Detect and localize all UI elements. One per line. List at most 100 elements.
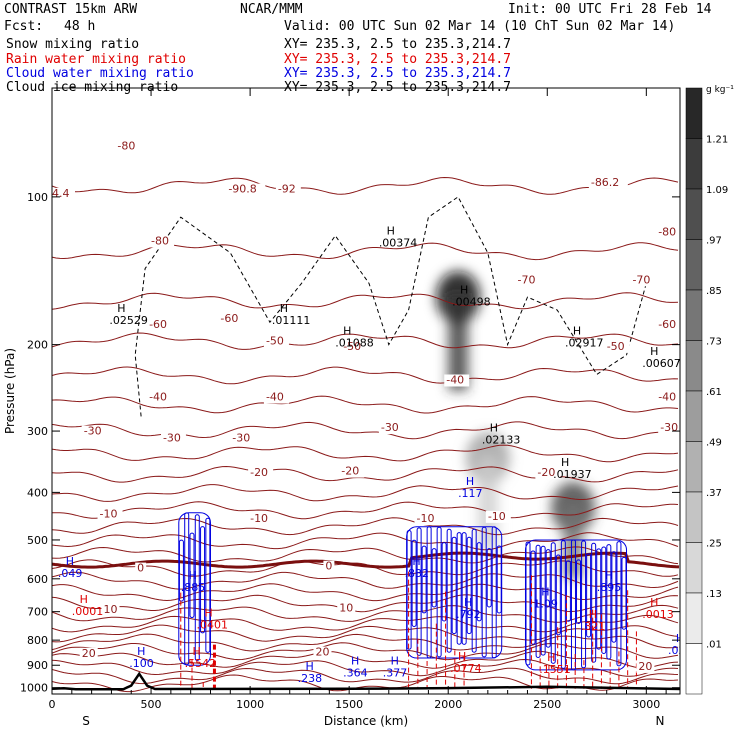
- temp-label-35: 20: [82, 647, 96, 660]
- colorbar-label-10: .01: [706, 640, 722, 651]
- temp-label-25: -20: [250, 466, 268, 479]
- isotherm-line-18: [52, 604, 679, 623]
- temp-label-bg-15: [147, 391, 173, 404]
- extremum-marker-2: H: [343, 325, 351, 338]
- x-end-label-south: S: [82, 714, 90, 728]
- isotherm-line-21: [52, 633, 679, 652]
- isotherm-line-16: [52, 583, 679, 602]
- isotherm-line-15: [52, 571, 679, 590]
- extremum-marker-21: H: [80, 593, 88, 606]
- temp-label-26: -20: [537, 466, 555, 479]
- isotherm-line-1: [52, 242, 679, 261]
- extremum-value-8: .01937: [553, 468, 592, 481]
- colorbar-label-1: 1.09: [706, 185, 728, 196]
- x-axis-label: Distance (km): [324, 714, 408, 728]
- x-end-label-north: N: [656, 714, 665, 728]
- extremum-value-16: .100: [129, 657, 154, 670]
- plot-frame: [51, 87, 681, 695]
- cloud-water-cell-2-1: [530, 550, 536, 645]
- extremum-value-3: .00374: [379, 236, 418, 249]
- y-tick-label-7: 800: [27, 634, 48, 647]
- cloud-water-cell-1-10: [456, 532, 462, 645]
- extremum-value-24: .0401: [197, 618, 229, 631]
- temp-label-bg-36: [313, 646, 332, 659]
- colorbar-segment-6: [685, 390, 703, 442]
- colorbar-unit: g kg⁻¹: [706, 85, 734, 95]
- cloud-water-outline-2: [524, 539, 628, 671]
- cloud-water-cell-0-4: [200, 526, 206, 634]
- extremum-value-15: .792: [456, 608, 481, 621]
- temp-label-bg-2: [226, 183, 266, 196]
- temp-label-bg-13: [341, 340, 367, 353]
- cloud-water-cell-1-11: [461, 532, 467, 645]
- colorbar-segment-8: [685, 491, 703, 543]
- temp-label-bg-12: [263, 335, 289, 348]
- extremum-value-9: .117: [458, 487, 483, 500]
- cloud-water-cell-2-17: [611, 551, 617, 643]
- cloud-water-cell-0-3: [194, 514, 200, 661]
- temp-label-bg-37: [636, 660, 655, 673]
- temp-label-7: -70: [518, 273, 536, 286]
- temp-label-bg-24: [339, 465, 365, 478]
- rain-column-0: [180, 592, 216, 689]
- extremum-value-20: .024: [668, 644, 693, 657]
- forecast-label: Fcst:: [4, 19, 44, 34]
- extremum-marker-6: H: [650, 345, 658, 358]
- temp-label-bg-35: [79, 647, 98, 660]
- extremum-marker-24: H: [204, 606, 212, 619]
- cloud-water-column-0: [178, 512, 211, 666]
- temp-label-bg-17: [444, 374, 470, 387]
- temp-label-1: -80: [658, 226, 676, 239]
- temp-label-bg-14: [604, 340, 630, 353]
- cloud-water-cell-2-7: [560, 540, 566, 669]
- extremum-marker-0: H: [117, 302, 125, 315]
- cloud-water-cell-1-18: [496, 545, 502, 614]
- y-tick-label-1: 200: [27, 339, 48, 352]
- extremum-marker-4: H: [460, 284, 468, 297]
- cloud-water-cell-1-8: [446, 528, 452, 653]
- snow-tail-0: [448, 297, 469, 391]
- extremum-marker-25: H: [589, 608, 597, 621]
- cloud-water-cell-2-19: [621, 556, 627, 630]
- temp-label-2: -90.8: [228, 183, 256, 196]
- legend-rain-xy: XY= 235.3, 2.5 to 235.3,214.7: [284, 52, 511, 67]
- temp-label-13: -50: [343, 340, 361, 353]
- legend-cloud-water: Cloud water mixing ratio: [6, 66, 194, 81]
- extremum-value-10: .049: [58, 567, 83, 580]
- temp-label-23: -30: [660, 421, 678, 434]
- y-tick-label-0: 100: [27, 191, 48, 204]
- extremum-marker-18: H: [391, 655, 399, 668]
- temp-label-16: -40: [266, 391, 284, 404]
- extremum-marker-17: H: [351, 655, 359, 668]
- cloud-water-column-1: [406, 526, 503, 659]
- legend-cloud-water-xy: XY= 235.3, 2.5 to 235.3,214.7: [284, 66, 511, 81]
- isotherm-line-13: [52, 546, 679, 565]
- extremum-marker-20: H: [676, 632, 684, 645]
- x-tick-label-3: 1500: [335, 698, 363, 711]
- x-tick-label-6: 3000: [632, 698, 660, 711]
- isotherm-line-9: [52, 484, 679, 502]
- isotherm-line-5: [52, 395, 679, 414]
- cloud-water-cell-2-8: [565, 560, 571, 622]
- temp-label-33: 10: [104, 603, 118, 616]
- extremum-value-6: .00607: [642, 357, 681, 370]
- temp-label-bg-30: [485, 510, 511, 523]
- extremum-value-2: .01088: [335, 337, 374, 350]
- extremum-marker-3: H: [387, 224, 395, 237]
- x-tick-label-5: 2500: [533, 698, 561, 711]
- temp-label-20: -30: [163, 431, 181, 444]
- x-tick-label-4: 2000: [434, 698, 462, 711]
- temp-label-bg-7: [515, 274, 541, 287]
- extremum-marker-22: H: [650, 596, 658, 609]
- isotherm-line-19: [52, 614, 679, 633]
- temp-label-6: -80: [151, 234, 169, 247]
- temp-label-bg-19: [81, 425, 107, 438]
- extremum-marker-9: H: [466, 475, 474, 488]
- temp-label-4: -86.2: [591, 176, 619, 189]
- cloud-water-outline-1: [406, 526, 503, 659]
- temp-label-bg-28: [248, 513, 274, 526]
- extremum-value-0: .02529: [109, 314, 147, 327]
- cloud-water-cell-1-5: [431, 548, 437, 608]
- isotherm-line-8: [52, 465, 679, 483]
- temp-label-bg-16: [263, 391, 289, 404]
